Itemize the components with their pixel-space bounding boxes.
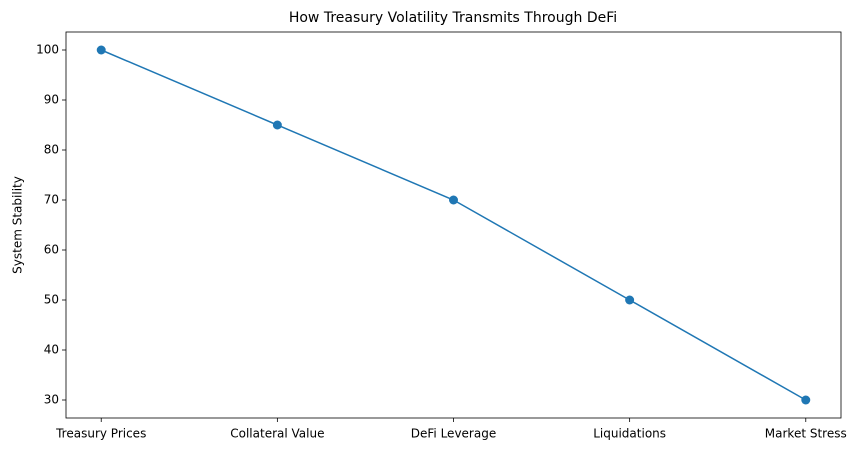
y-tick-label: 70 <box>44 193 59 207</box>
y-tick-label: 50 <box>44 293 59 307</box>
y-tick-label: 90 <box>44 93 59 107</box>
y-tick-label: 40 <box>44 343 59 357</box>
x-tick-label: Treasury Prices <box>55 427 146 441</box>
x-tick-label: Liquidations <box>593 427 666 441</box>
y-axis-label: System Stability <box>11 176 25 274</box>
plot-frame <box>65 31 842 419</box>
marker <box>449 195 458 205</box>
x-tick-label: DeFi Leverage <box>411 427 496 441</box>
x-tick-label: Collateral Value <box>230 427 324 441</box>
y-tick-label: 60 <box>44 243 59 257</box>
marker <box>625 295 635 305</box>
y-tick-label: 30 <box>44 393 59 407</box>
marker <box>272 120 282 130</box>
x-tick-label: Market Stress <box>765 427 847 441</box>
y-tick-label: 100 <box>36 43 59 57</box>
line <box>100 49 807 401</box>
marker <box>96 45 106 55</box>
chart-title: How Treasury Volatility Transmits Throug… <box>289 10 617 26</box>
marker <box>801 395 811 405</box>
y-tick-label: 80 <box>44 143 59 157</box>
